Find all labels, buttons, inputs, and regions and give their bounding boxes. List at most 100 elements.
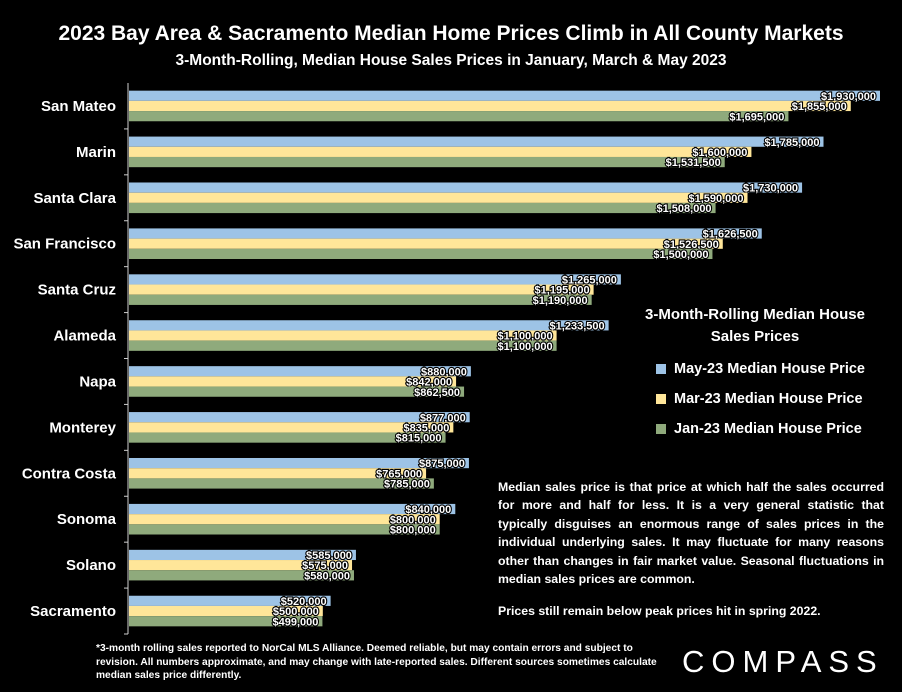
data-label: $1,590,000	[688, 193, 743, 205]
data-label: $1,695,000	[729, 111, 784, 123]
bar-may	[129, 136, 824, 147]
legend-item-mar: Mar-23 Median House Price	[656, 391, 863, 407]
bar-may	[129, 90, 880, 101]
bar-may	[129, 228, 762, 239]
bar-jan	[129, 570, 354, 581]
data-label: $815,000	[396, 433, 442, 445]
data-label: $1,730,000	[743, 183, 798, 195]
median-note: Median sales price is that price at whic…	[498, 480, 884, 587]
bar-mar	[129, 284, 594, 295]
bar-jan	[129, 340, 557, 351]
bar-jan	[129, 432, 446, 443]
data-label: $840,000	[405, 504, 451, 516]
legend-item-may: May-23 Median House Price	[656, 361, 865, 377]
data-label: $875,000	[419, 458, 465, 470]
legend-swatch-may	[656, 364, 666, 375]
data-label: $880,000	[421, 366, 467, 378]
legend-swatch-jan	[656, 424, 666, 435]
data-label: $1,190,000	[533, 295, 588, 307]
data-label: $800,000	[390, 525, 436, 537]
bar-may	[129, 366, 471, 377]
bar-mar	[129, 238, 723, 249]
data-label: $1,526,500	[664, 239, 719, 251]
data-label: $785,000	[384, 479, 430, 491]
bar-jan	[129, 478, 434, 489]
data-label: $1,195,000	[535, 285, 590, 297]
bar-mar	[129, 560, 353, 571]
data-label: $800,000	[390, 514, 436, 526]
bar-may	[129, 412, 470, 423]
chart-title: 2023 Bay Area & Sacramento Median Home P…	[58, 22, 844, 45]
bar-mar	[129, 605, 323, 617]
category-label: Marin	[76, 144, 116, 161]
bar-mar	[129, 146, 752, 157]
data-label: $765,000	[376, 468, 422, 480]
data-label: $500,000	[273, 606, 319, 618]
bar-jan	[129, 111, 789, 122]
bar-mar	[129, 468, 427, 479]
legend-label-may: May-23 Median House Price	[674, 361, 865, 377]
bar-jan	[129, 156, 725, 168]
bar-jan	[129, 616, 323, 627]
data-label: $1,100,000	[498, 341, 553, 353]
bar-jan	[129, 386, 465, 397]
bar-jan	[129, 202, 716, 214]
category-label: Santa Clara	[33, 190, 116, 207]
category-label: San Mateo	[41, 98, 116, 115]
bar-mar	[129, 376, 457, 387]
bar-mar	[129, 100, 851, 112]
category-label: San Francisco	[13, 236, 116, 253]
category-label: Santa Cruz	[38, 282, 116, 299]
data-label: $862,500	[414, 387, 460, 399]
bar-mar	[129, 422, 454, 433]
legend-label-jan: Jan-23 Median House Price	[674, 421, 862, 437]
bar-may	[129, 595, 331, 606]
data-label: $1,930,000	[821, 91, 876, 103]
data-label: $1,626,500	[703, 229, 758, 241]
data-label: $1,531,500	[666, 157, 721, 169]
data-label: $1,100,000	[498, 331, 553, 343]
data-label: $842,000	[406, 377, 452, 389]
bar-may	[129, 549, 356, 561]
bar-jan	[129, 294, 592, 305]
peak-note: Prices still remain below peak prices hi…	[498, 604, 821, 618]
data-label: $877,000	[420, 412, 466, 424]
bar-mar	[129, 192, 748, 203]
data-label: $585,000	[306, 550, 352, 562]
legend-label-mar: Mar-23 Median House Price	[674, 391, 863, 407]
bar-jan	[129, 524, 440, 535]
category-label: Solano	[66, 557, 116, 574]
data-label: $1,233,500	[550, 320, 605, 332]
data-label: $1,500,000	[653, 249, 708, 261]
bar-mar	[129, 514, 440, 525]
category-label: Sonoma	[57, 511, 117, 528]
legend-item-jan: Jan-23 Median House Price	[656, 421, 862, 437]
data-label: $520,000	[281, 596, 327, 608]
data-label: $1,855,000	[792, 101, 847, 113]
data-label: $575,000	[302, 560, 348, 572]
bar-may	[129, 503, 456, 515]
bar-mar	[129, 330, 557, 341]
category-label: Napa	[79, 373, 116, 390]
data-label: $1,600,000	[692, 147, 747, 159]
bar-jan	[129, 248, 713, 260]
legend-title: 3-Month-Rolling Median House Sales Price…	[645, 306, 865, 345]
category-label: Contra Costa	[22, 465, 117, 482]
compass-logo: COMPASS	[682, 644, 884, 679]
category-label: Sacramento	[30, 603, 116, 620]
data-label: $835,000	[403, 422, 449, 434]
bar-may	[129, 274, 621, 285]
bar-may	[129, 182, 803, 193]
chart-subtitle: 3-Month-Rolling, Median House Sales Pric…	[175, 52, 727, 69]
category-label: Monterey	[49, 419, 116, 436]
bar-may	[129, 457, 469, 469]
bar-may	[129, 320, 609, 331]
footnote: *3-month rolling sales reported to NorCa…	[96, 643, 657, 681]
legend-swatch-mar	[656, 394, 666, 405]
data-label: $1,265,000	[562, 275, 617, 287]
category-label: Alameda	[53, 328, 116, 345]
data-label: $499,000	[273, 616, 319, 628]
data-label: $1,508,000	[657, 203, 712, 215]
data-label: $580,000	[304, 570, 350, 582]
